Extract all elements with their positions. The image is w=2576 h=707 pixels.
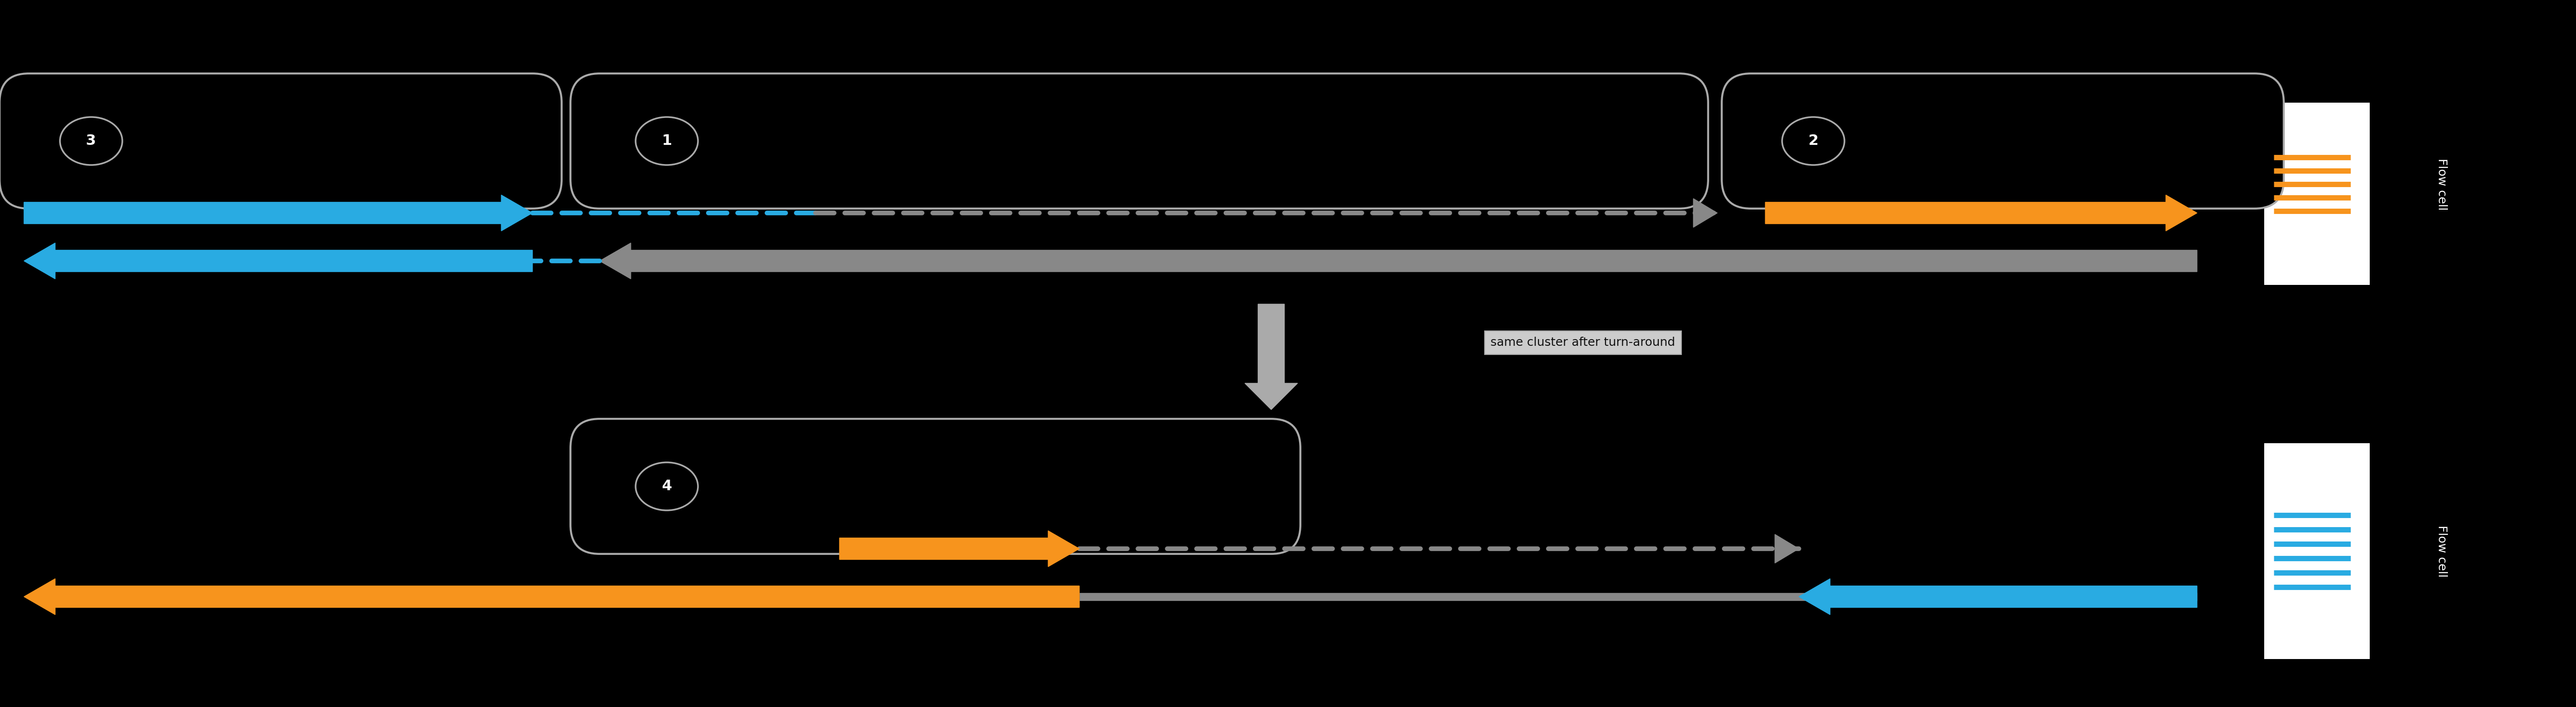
FancyBboxPatch shape — [2264, 443, 2370, 659]
Text: 3: 3 — [85, 134, 95, 148]
Ellipse shape — [1783, 117, 1844, 165]
Polygon shape — [1765, 195, 2197, 231]
Polygon shape — [23, 243, 533, 279]
Polygon shape — [23, 195, 533, 231]
FancyBboxPatch shape — [569, 74, 1708, 209]
FancyBboxPatch shape — [2264, 103, 2370, 285]
Polygon shape — [1244, 304, 1298, 409]
Polygon shape — [1775, 534, 1798, 563]
Polygon shape — [1798, 579, 2197, 614]
Text: Flow cell: Flow cell — [2437, 158, 2447, 210]
Polygon shape — [600, 243, 2197, 279]
Ellipse shape — [636, 117, 698, 165]
Text: Flow cell: Flow cell — [2437, 525, 2447, 577]
Ellipse shape — [636, 462, 698, 510]
Text: 4: 4 — [662, 479, 672, 493]
Polygon shape — [1692, 199, 1718, 228]
Text: same cluster after turn-around: same cluster after turn-around — [1492, 337, 1674, 349]
Polygon shape — [840, 531, 1079, 567]
FancyBboxPatch shape — [569, 419, 1301, 554]
Text: 1: 1 — [662, 134, 672, 148]
Polygon shape — [23, 579, 1079, 614]
FancyBboxPatch shape — [0, 74, 562, 209]
Ellipse shape — [59, 117, 121, 165]
Text: 2: 2 — [1808, 134, 1819, 148]
FancyBboxPatch shape — [1721, 74, 2285, 209]
